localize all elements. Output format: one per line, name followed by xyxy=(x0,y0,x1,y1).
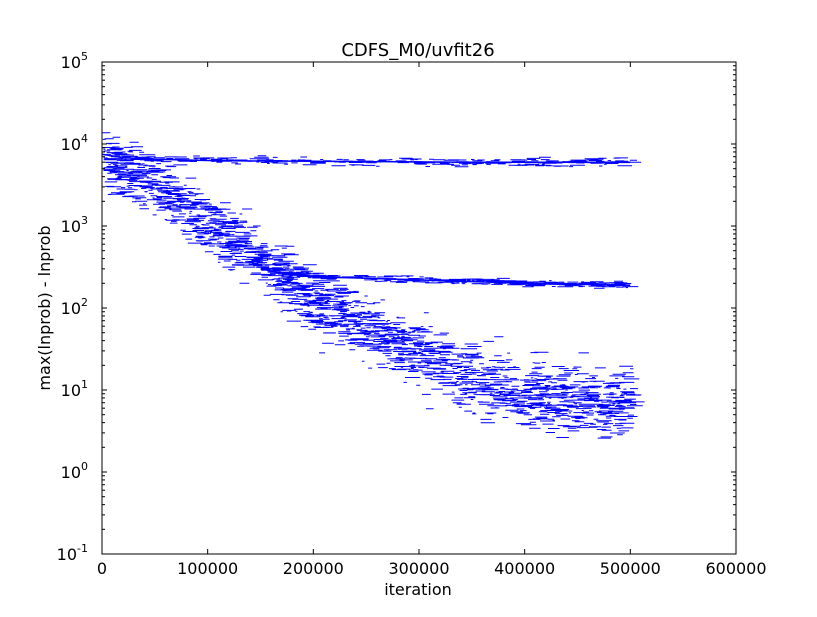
y-tick-label: 10-1 xyxy=(57,542,88,564)
x-axis-label: iteration xyxy=(384,580,452,599)
y-tick-label: 101 xyxy=(61,378,88,400)
x-tick-label: 300000 xyxy=(388,559,449,578)
y-tick-label: 104 xyxy=(61,132,88,154)
chart-title: CDFS_M0/uvfit26 xyxy=(341,40,494,61)
series-marks xyxy=(102,132,645,439)
y-tick-label: 105 xyxy=(61,50,88,72)
plot-area xyxy=(101,132,645,439)
x-tick-label: 200000 xyxy=(283,559,344,578)
x-tick-label: 0 xyxy=(97,559,107,578)
x-tick-label: 600000 xyxy=(705,559,766,578)
series-main-band xyxy=(102,132,645,439)
x-tick-label: 400000 xyxy=(494,559,555,578)
y-tick-label: 103 xyxy=(61,214,88,236)
y-tick-label: 100 xyxy=(61,460,88,482)
series-upper-plateau xyxy=(101,152,642,168)
y-axis: 10-1 100 101 102 103 104 105 xyxy=(57,50,736,564)
x-axis: 0 100000 200000 300000 400000 500000 600000 xyxy=(97,62,767,578)
y-tick-label: 102 xyxy=(61,296,88,318)
y-axis-label: max(lnprob) - lnprob xyxy=(35,225,54,390)
x-tick-label: 100000 xyxy=(177,559,238,578)
x-tick-label: 500000 xyxy=(600,559,661,578)
plot-frame xyxy=(101,61,737,555)
